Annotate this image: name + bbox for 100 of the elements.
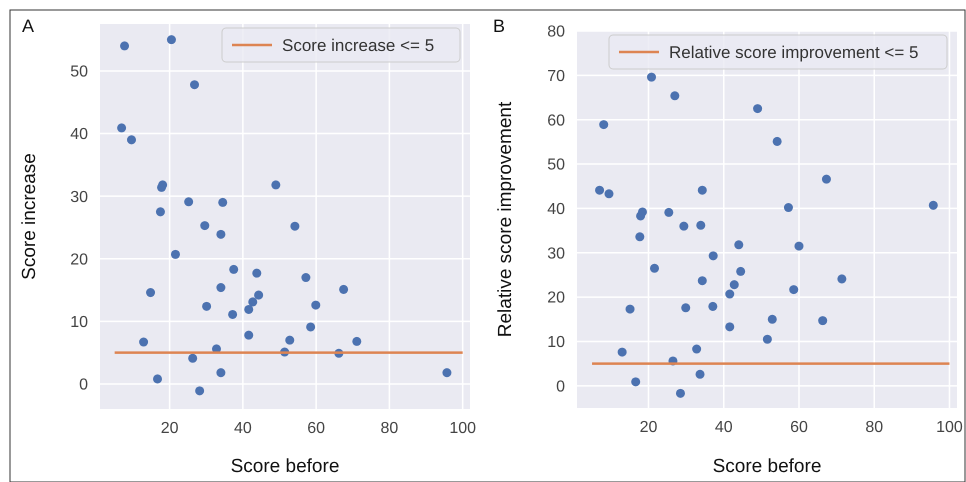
point (784, 203, 793, 212)
point (681, 303, 690, 312)
point (153, 374, 162, 384)
x-tick-label: 100 (449, 420, 476, 437)
x-tick-label: 20 (640, 419, 658, 436)
point (339, 284, 348, 294)
point (789, 285, 798, 294)
point (184, 197, 194, 206)
legend-label: Score increase <= 5 (282, 36, 434, 55)
point (698, 276, 707, 286)
point (822, 174, 831, 184)
y-tick-label: 0 (556, 378, 566, 396)
x-tick-label: 100 (936, 419, 963, 436)
x-tick-label: 40 (234, 420, 252, 437)
point (352, 336, 362, 346)
point (146, 288, 156, 298)
y-tick-label: 50 (70, 64, 88, 81)
point (188, 354, 198, 363)
point (664, 208, 674, 217)
chart-title: B (493, 16, 506, 36)
point (218, 198, 228, 207)
point (301, 273, 310, 282)
point (244, 304, 254, 314)
y-tick-label: 30 (70, 188, 88, 206)
y-tick-label: 50 (547, 156, 566, 174)
x-tick-label: 40 (714, 419, 733, 436)
x-axis-title: Score before (712, 456, 822, 477)
point (599, 120, 608, 130)
point (631, 377, 640, 386)
legend-label: Relative score improvement <= 5 (669, 42, 918, 62)
point (730, 280, 739, 290)
x-tick-label: 60 (307, 420, 326, 437)
y-tick-label: 10 (547, 334, 566, 352)
point (306, 322, 316, 332)
point (216, 230, 226, 239)
point (244, 330, 254, 340)
y-tick-label: 20 (547, 290, 566, 307)
point (166, 35, 176, 44)
point (736, 266, 746, 276)
point (753, 104, 762, 114)
x-tick-label: 60 (790, 419, 808, 436)
point (772, 136, 782, 146)
point (117, 123, 126, 132)
chart-title: A (22, 16, 34, 36)
y-axis-title: Score increase (19, 153, 40, 280)
point (228, 310, 238, 319)
y-tick-label: 80 (547, 24, 566, 41)
point (290, 222, 300, 231)
point (818, 316, 828, 326)
point (670, 91, 680, 100)
point (248, 297, 258, 306)
point (708, 251, 718, 260)
point (139, 338, 148, 347)
point (200, 221, 210, 230)
y-tick-label: 60 (547, 112, 566, 130)
point (216, 368, 226, 378)
point (604, 189, 614, 198)
point (285, 336, 294, 345)
point (156, 207, 165, 216)
point (271, 180, 280, 190)
point (252, 268, 262, 278)
y-tick-label: 20 (70, 251, 88, 268)
y-tick-label: 40 (547, 201, 566, 218)
point (618, 348, 627, 357)
point (708, 302, 718, 311)
y-tick-label: 30 (547, 245, 566, 262)
point (254, 290, 264, 300)
x-axis-title: Score before (230, 456, 340, 477)
x-tick-label: 20 (160, 420, 179, 437)
point (126, 135, 136, 144)
point (202, 302, 212, 311)
point (626, 304, 635, 314)
point (650, 264, 660, 273)
y-tick-label: 10 (70, 314, 88, 331)
point (725, 290, 734, 299)
point (725, 322, 734, 332)
y-tick-label: 40 (70, 126, 88, 144)
point (734, 240, 744, 250)
point (635, 232, 644, 242)
y-tick-label: 0 (79, 376, 88, 394)
y-tick-label: 70 (547, 68, 566, 85)
point (692, 344, 702, 354)
x-tick-label: 80 (865, 419, 884, 436)
point (229, 264, 238, 274)
point (698, 186, 707, 195)
x-tick-label: 80 (380, 420, 398, 437)
point (837, 274, 846, 284)
point (679, 222, 688, 231)
point (170, 250, 180, 259)
point (216, 283, 226, 292)
point (646, 72, 656, 82)
point (928, 200, 938, 210)
point (636, 211, 646, 220)
point (120, 41, 130, 50)
point (190, 80, 200, 90)
point (676, 388, 685, 398)
point (696, 220, 706, 230)
point (311, 300, 320, 310)
point (595, 186, 604, 195)
point (794, 242, 804, 251)
